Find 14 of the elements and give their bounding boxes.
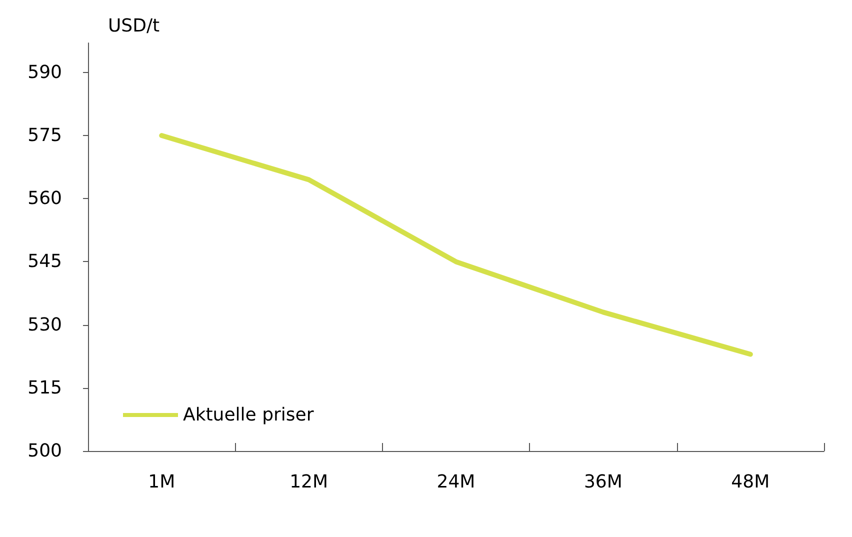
y-tick-label: 560 — [28, 188, 62, 210]
y-tick-label: 575 — [28, 125, 62, 146]
x-tick-label: 1M — [148, 472, 176, 492]
x-tick-label: 12M — [290, 472, 328, 492]
x-tick-label: 24M — [436, 472, 476, 492]
y-tick-label: 590 — [28, 62, 62, 83]
legend-label: Aktuelle priser — [183, 404, 314, 426]
y-axis-title: USD/t — [108, 16, 160, 36]
x-tick-label: 48M — [731, 472, 770, 492]
y-tick-label: 500 — [28, 440, 62, 462]
y-tick-label: 545 — [28, 251, 62, 272]
y-tick-label: 515 — [28, 377, 62, 398]
x-tick-label: 36M — [584, 472, 622, 492]
y-tick-label: 530 — [28, 314, 62, 336]
